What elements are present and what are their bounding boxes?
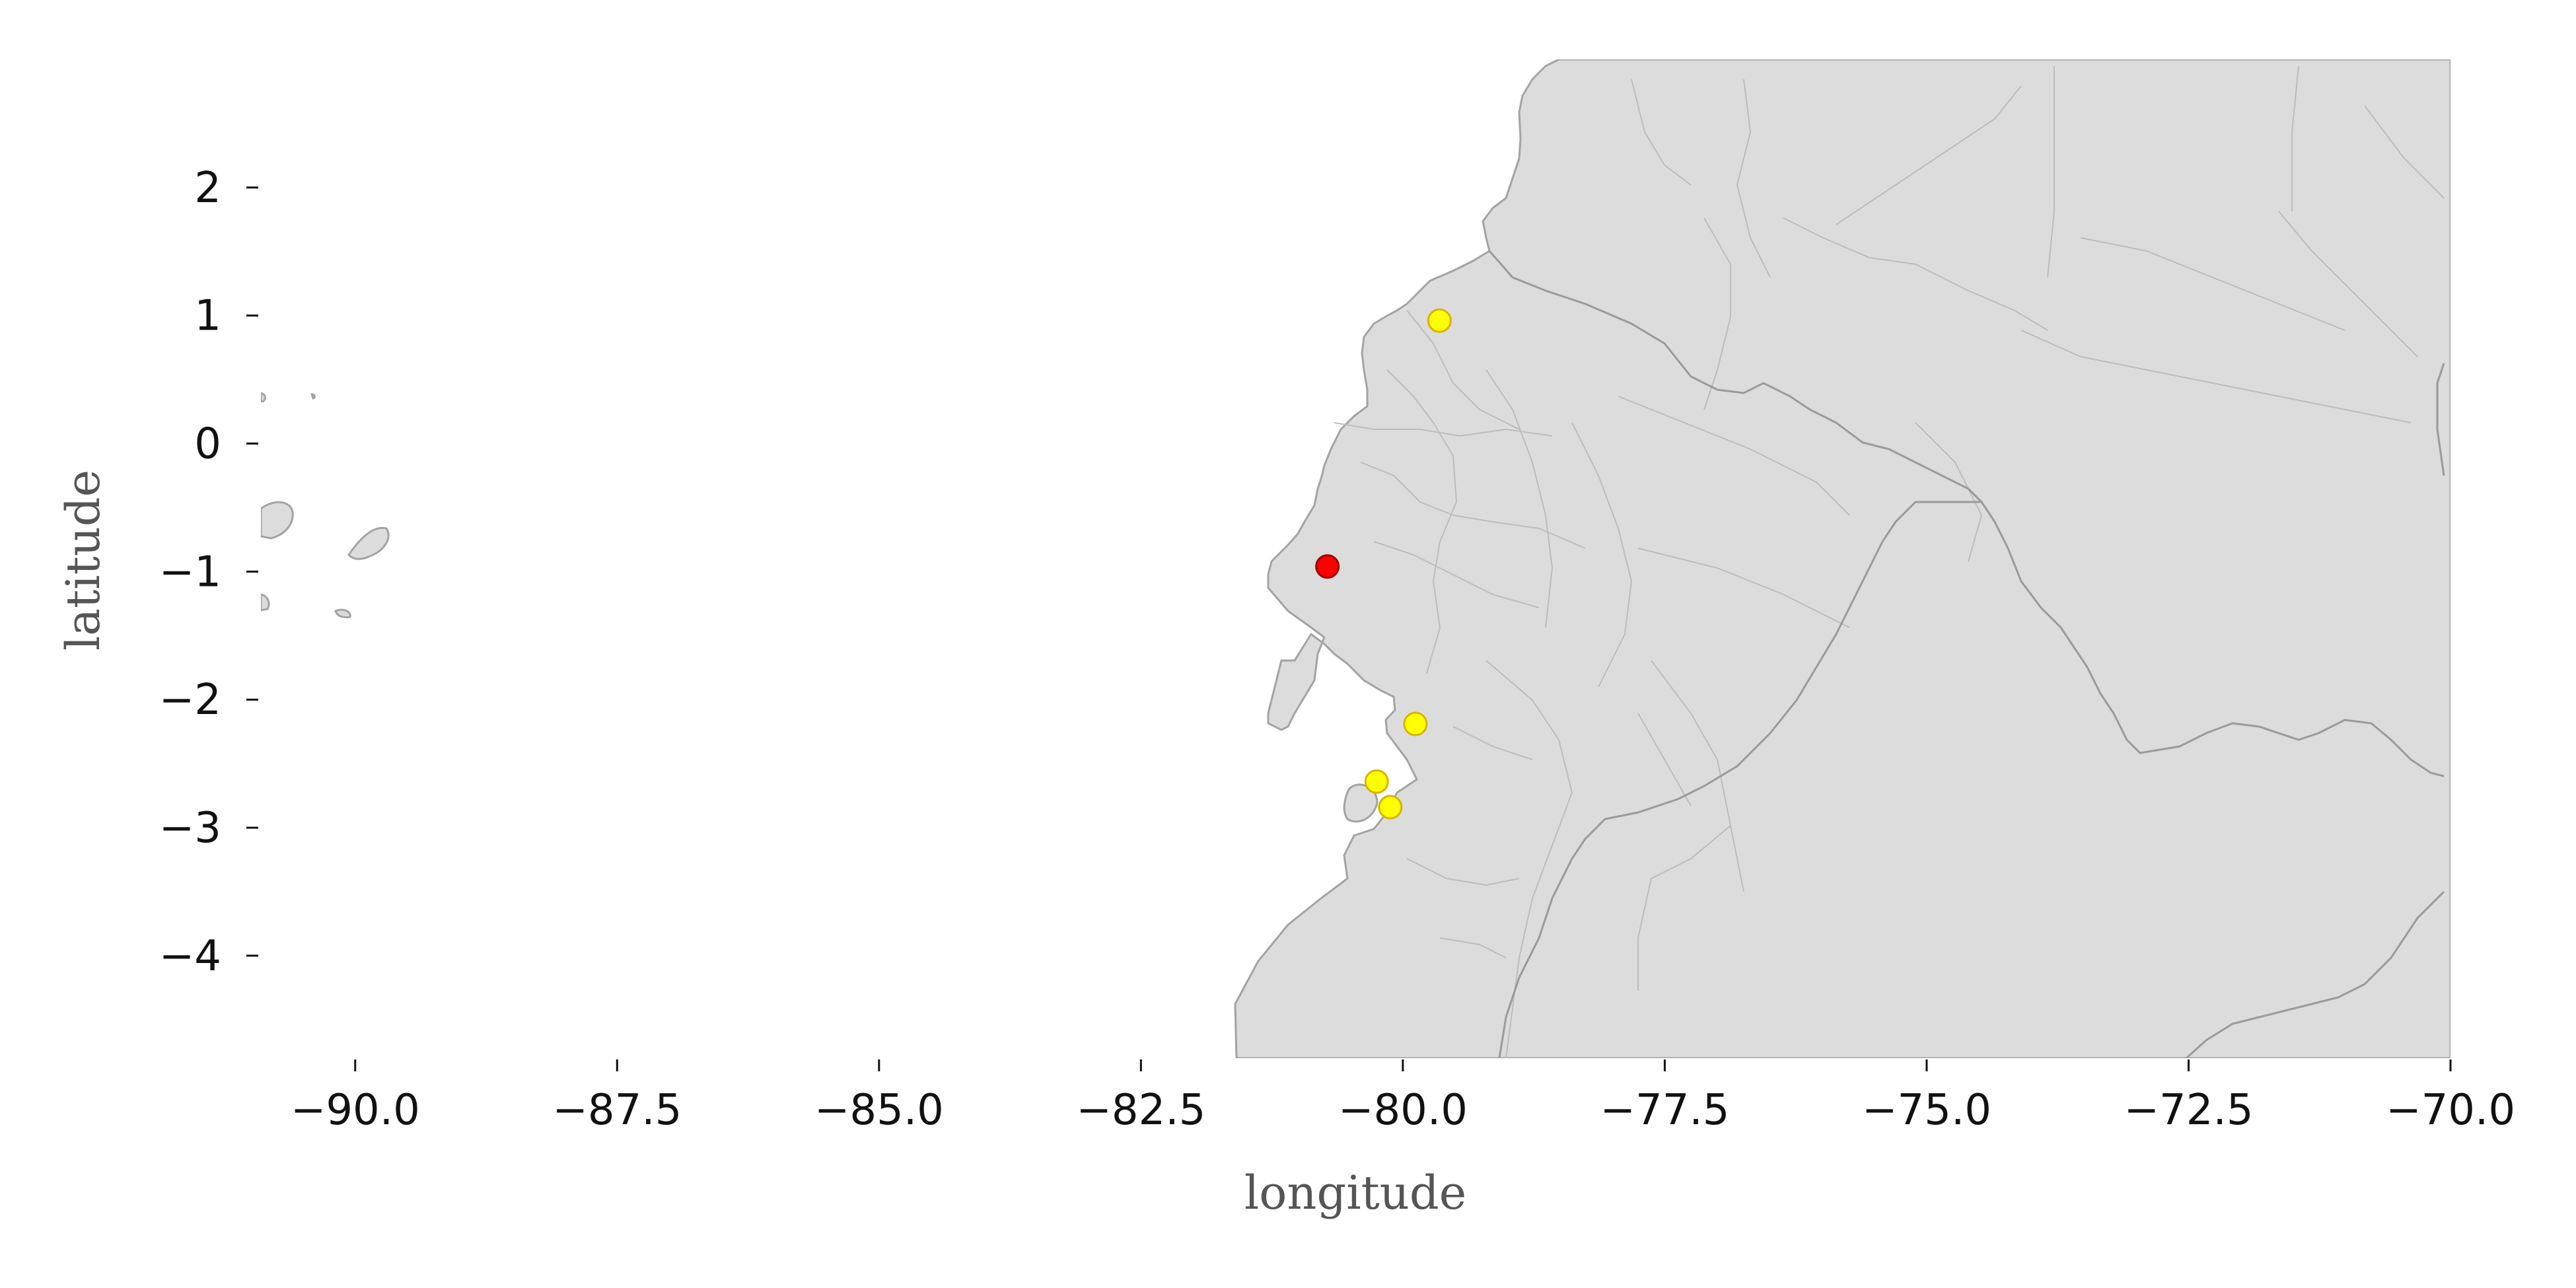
map-area (261, 59, 2451, 1058)
x-tick-label: −85.0 (814, 1086, 944, 1135)
x-tick-label: −70.0 (2386, 1086, 2515, 1135)
sample-point (1364, 769, 1389, 794)
y-tick-label: 2 (194, 164, 221, 213)
border-ecuador-peru-east (1498, 554, 1877, 1058)
island-isabela-south (261, 593, 270, 612)
x-tick-label: −82.5 (1076, 1086, 1205, 1135)
border-ecuador-colombia (1488, 250, 1983, 503)
y-tick-label: −1 (159, 548, 221, 596)
border-colombia-brazil (2436, 363, 2445, 476)
x-tick-label: −87.5 (552, 1086, 682, 1135)
island-floreana (334, 608, 351, 619)
y-tick-label: −4 (159, 932, 221, 981)
south-america-land (1234, 59, 2451, 1058)
sample-points (1315, 308, 1452, 820)
y-tick-label: 1 (194, 292, 221, 341)
y-axis-label: latitude (56, 470, 110, 651)
y-tick-label: −2 (159, 676, 221, 725)
y-tick-label: 0 (194, 420, 221, 469)
x-tick-label: −90.0 (291, 1086, 420, 1135)
x-tick-label: −75.0 (1862, 1086, 1991, 1135)
y-axis-ticks: 2 1 0 −1 −2 −3 −4 (159, 164, 258, 981)
y-tick-label: −3 (159, 804, 221, 853)
x-axis-label: longitude (1244, 1166, 1466, 1220)
border-ecuador-colombia-east (1875, 501, 1982, 555)
country-borders (1488, 250, 2445, 1058)
x-tick-label: −80.0 (1338, 1086, 1468, 1135)
island-santa-cruz (347, 526, 390, 560)
galapagos-islands (261, 392, 390, 619)
x-tick-label: −77.5 (1600, 1086, 1729, 1135)
island-isabela (261, 501, 294, 540)
sample-point (1403, 711, 1428, 736)
x-axis-ticks: −90.0 −87.5 −85.0 −82.5 −80.0 −77.5 −75.0 −72.5… (291, 1059, 2515, 1135)
province-boundaries (1334, 65, 2445, 1058)
sample-point (1427, 308, 1452, 333)
sample-point (1378, 795, 1403, 820)
border-colombia-peru (1967, 487, 2445, 777)
island-north-1 (261, 392, 267, 403)
sample-point (1315, 554, 1340, 579)
border-peru-brazil (2185, 890, 2445, 1058)
island-north-2 (310, 393, 316, 400)
x-tick-label: −72.5 (2124, 1086, 2253, 1135)
